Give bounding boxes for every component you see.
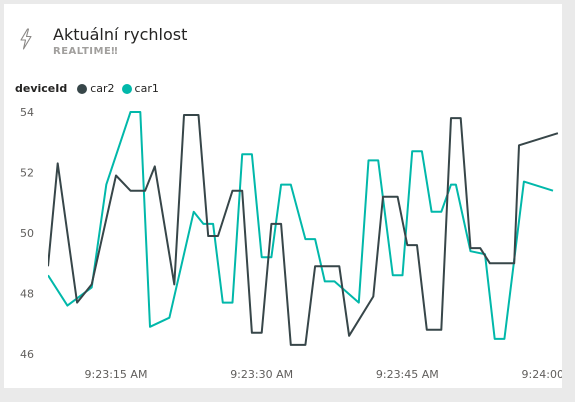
tile-subtitle: REALTIME‼: [53, 46, 119, 57]
y-tick-label: 48: [20, 288, 34, 301]
x-tick-label: 9:23:30 AM: [230, 368, 293, 381]
y-tick-label: 50: [20, 227, 34, 240]
x-tick-label: 9:23:15 AM: [85, 368, 148, 381]
legend-swatch-car1: [121, 83, 132, 94]
legend-item-car1[interactable]: car1: [121, 82, 159, 95]
legend-title: deviceId: [15, 82, 68, 95]
x-tick-label: 9:23:45 AM: [376, 368, 439, 381]
chart-tile[interactable]: Aktuální rychlost REALTIME‼ deviceId car…: [4, 4, 562, 388]
legend-swatch-car2: [77, 83, 88, 94]
legend-label-car2: car2: [90, 82, 115, 95]
legend-item-car2[interactable]: car2: [77, 82, 115, 95]
series-line-car2[interactable]: [48, 114, 559, 346]
x-tick-label: 9:24:00 AM: [522, 368, 562, 381]
series-line-car1[interactable]: [48, 111, 554, 340]
tile-title: Aktuální rychlost: [53, 25, 188, 44]
chart-legend: deviceId car2 car1: [15, 82, 166, 95]
lightning-bolt-icon: [20, 28, 32, 50]
line-chart: 46 48 50 52 54 9:23:15 AM 9:23:30 AM 9:23:45 AM…: [20, 106, 562, 381]
y-tick-label: 54: [20, 106, 34, 119]
y-tick-label: 52: [20, 167, 34, 180]
legend-label-car1: car1: [134, 82, 159, 95]
y-tick-label: 46: [20, 348, 34, 361]
